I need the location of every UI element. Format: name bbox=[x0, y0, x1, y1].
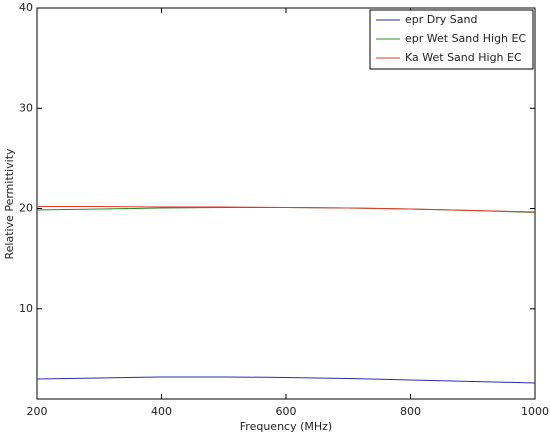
y-axis-label: Relative Permittivity bbox=[3, 148, 16, 260]
x-axis-label: Frequency (MHz) bbox=[240, 420, 332, 433]
legend-label: epr Wet Sand High EC bbox=[405, 32, 526, 45]
line bbox=[37, 206, 536, 213]
legend-label: epr Dry Sand bbox=[405, 13, 477, 26]
legend-label: Ka Wet Sand High EC bbox=[405, 51, 522, 64]
plot-area bbox=[36, 7, 536, 400]
line bbox=[36, 376, 536, 384]
y-tick-label: 40 bbox=[19, 1, 33, 14]
y-tick-label: 20 bbox=[19, 202, 33, 215]
x-tick-label: 400 bbox=[151, 405, 172, 418]
x-tick-label: 1000 bbox=[521, 405, 549, 418]
y-tick-label: 10 bbox=[19, 302, 33, 315]
x-tick-label: 800 bbox=[400, 405, 421, 418]
x-tick-label: 200 bbox=[27, 405, 48, 418]
x-tick-label: 600 bbox=[276, 405, 297, 418]
y-tick-label: 30 bbox=[19, 101, 33, 114]
